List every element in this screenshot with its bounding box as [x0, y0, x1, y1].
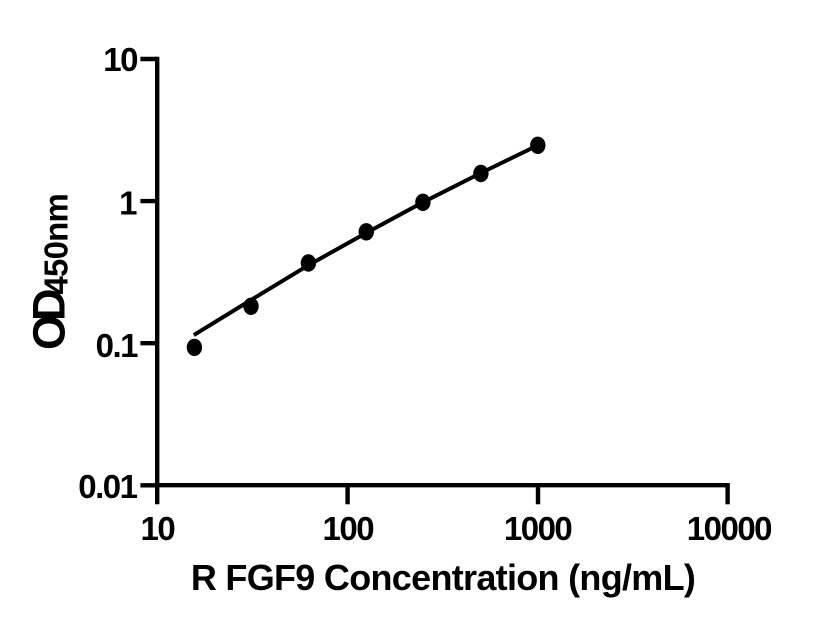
svg-text:10: 10	[103, 41, 137, 78]
svg-text:100: 100	[323, 510, 374, 547]
svg-text:R FGF9 Concentration (ng/mL): R FGF9 Concentration (ng/mL)	[191, 557, 695, 598]
svg-text:10000: 10000	[687, 510, 771, 547]
svg-text:OD: OD	[24, 290, 75, 350]
svg-text:1: 1	[119, 185, 137, 222]
svg-text:1000: 1000	[504, 510, 572, 547]
svg-text:450nm: 450nm	[38, 194, 75, 295]
svg-text:0.1: 0.1	[96, 327, 139, 364]
svg-text:10: 10	[141, 510, 175, 547]
svg-text:0.01: 0.01	[78, 468, 137, 505]
